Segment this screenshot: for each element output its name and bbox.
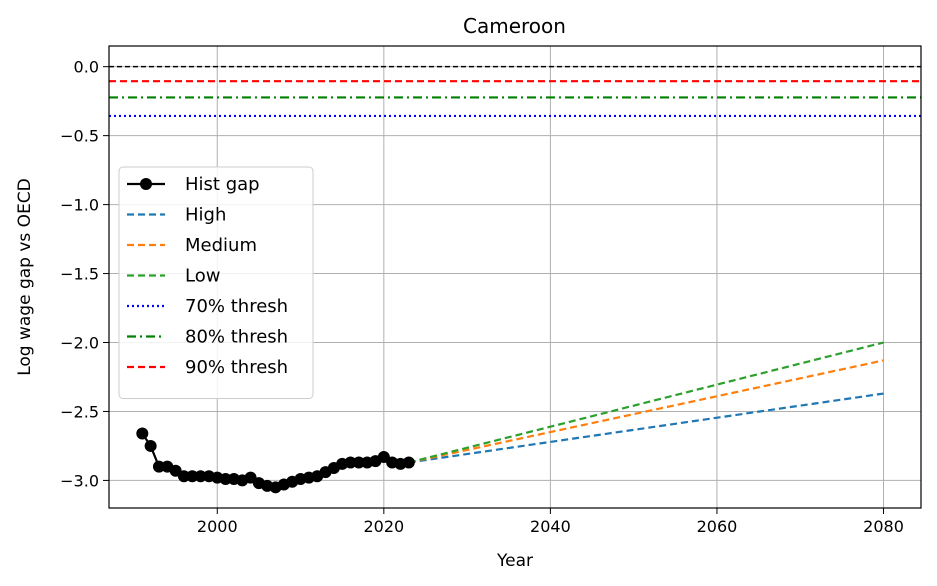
y-tick-label: −1.5 (60, 265, 99, 284)
reference-lines (109, 65, 921, 118)
y-tick-label: −2.0 (60, 334, 99, 353)
legend: Hist gap High Medium Low 70% thresh 80% thres… (118, 166, 314, 399)
hist-gap-point (186, 470, 199, 483)
projection-line-low (408, 341, 884, 464)
legend-label: Hist gap (185, 174, 260, 195)
legend-label: 70% thresh (185, 296, 288, 317)
x-axis-label: Year (496, 551, 533, 571)
x-tick-label: 2040 (530, 517, 571, 536)
y-tick-label: −1.0 (60, 196, 99, 215)
x-tick-label: 2020 (363, 517, 404, 536)
hist-gap-point (194, 470, 207, 483)
legend-marker (140, 178, 152, 190)
hist-gap-point (402, 456, 415, 469)
projection-line-high (408, 392, 884, 464)
y-tick-label: 0.0 (74, 58, 99, 77)
hist-gap-point (152, 460, 165, 473)
axis-ticks: 2000 2020 2040 2060 2080 0.0 −0.5 −1.0 −1.5 −2.0 −… (60, 58, 904, 536)
hist-gap-point (352, 456, 365, 469)
legend-box (118, 166, 314, 399)
x-tick-label: 2080 (863, 517, 904, 536)
hist-gap-point (136, 427, 149, 440)
x-tick-label: 2000 (197, 517, 238, 536)
y-tick-label: −2.5 (60, 402, 99, 421)
y-axis-label: Log wage gap vs OECD (15, 178, 35, 376)
y-tick-label: −0.5 (60, 127, 99, 146)
chart-title: Cameroon (463, 14, 566, 38)
hist-gap-point (219, 473, 232, 486)
legend-label: Low (185, 266, 220, 287)
projection-line-medium (408, 359, 884, 464)
y-tick-label: −3.0 (60, 471, 99, 490)
x-tick-label: 2060 (697, 517, 738, 536)
series-group (136, 341, 884, 494)
plot-area-frame (108, 45, 922, 509)
legend-label: 90% thresh (185, 357, 288, 378)
hist-gap-point (344, 456, 357, 469)
legend-label: High (185, 205, 226, 226)
hist-gap-point (144, 439, 157, 452)
hist-gap-point (177, 470, 190, 483)
legend-label: Medium (185, 235, 257, 256)
legend-label: 80% thresh (185, 327, 288, 348)
